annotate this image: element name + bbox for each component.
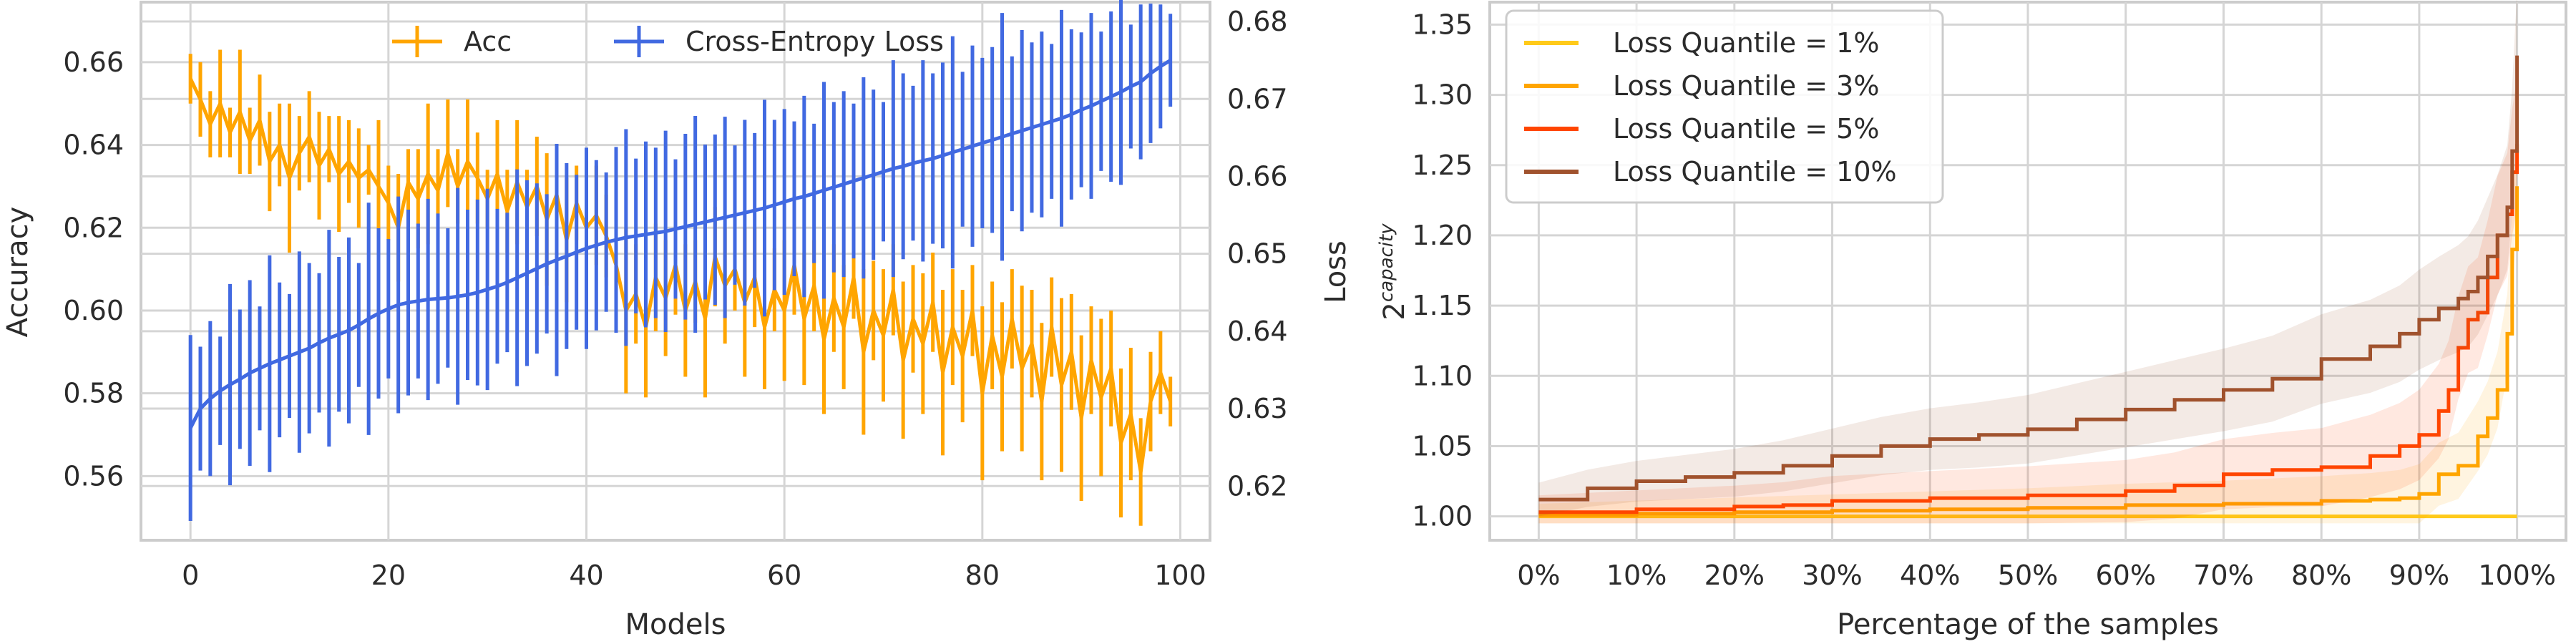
legend-frame [1505, 9, 1944, 204]
right-y-tick-label: 0.64 [1227, 316, 1288, 347]
series-loss [188, 0, 1173, 521]
left-y-tick-label: 0.56 [63, 460, 124, 492]
right-chart-y-tick-label: 1.15 [1412, 290, 1473, 321]
quantile-band [1538, 142, 2517, 524]
quantile-line [1538, 55, 2519, 502]
right-x-tick-label: 20% [1704, 560, 1765, 591]
right-x-tick-label: 10% [1606, 560, 1667, 591]
right-chart-y-tick-label: 1.05 [1412, 430, 1473, 462]
right-x-tick-label: 50% [1998, 560, 2058, 591]
left-y-tick-label: 0.64 [63, 130, 124, 161]
left-x-tick-label: 40 [569, 560, 603, 591]
legend-label: Cross-Entropy Loss [686, 26, 944, 57]
quantile-series-0 [1538, 514, 2517, 519]
right-chart-ylabel-sup: capacity [1376, 223, 1397, 302]
right-chart-y-tick-label: 1.35 [1412, 9, 1473, 40]
right-chart-y-tick-label: 1.20 [1412, 220, 1473, 251]
right-ticks: 0% 10% 20% 30% 40% 50% 60% 70% 80% 90% 100% 1.00 1.0… [1412, 9, 2556, 591]
left-y-tick-label: 0.66 [63, 47, 124, 78]
right-legend: Loss Quantile = 1% Loss Quantile = 3% Loss… [1505, 9, 1944, 204]
right-x-tick-label: 40% [1900, 560, 1960, 591]
right-chart-ylabel-base: 2 [1378, 302, 1411, 320]
loss-line [188, 59, 1172, 429]
right-chart-y-tick-label: 1.00 [1412, 501, 1473, 532]
legend-label: Loss Quantile = 5% [1613, 113, 1879, 145]
left-y-tick-label: 0.58 [63, 378, 124, 409]
right-chart-y-tick-label: 1.25 [1412, 150, 1473, 181]
legend-label: Loss Quantile = 3% [1613, 70, 1879, 102]
legend-item-quantile-3: Loss Quantile = 10% [1524, 156, 1897, 187]
left-x-tick-label: 60 [767, 560, 801, 591]
right-x-tick-label: 100% [2478, 560, 2556, 591]
right-chart: 0% 10% 20% 30% 40% 50% 60% 70% 80% 90% 100% 1.00 1.0… [1376, 0, 2567, 641]
legend-item-loss: Cross-Entropy Loss [614, 26, 944, 57]
quantile-series-3 [1538, 0, 2519, 517]
right-chart-y-tick-label: 1.30 [1412, 79, 1473, 111]
left-legend: Acc Cross-Entropy Loss [392, 26, 944, 57]
right-chart-y-tick-label: 1.10 [1412, 360, 1473, 391]
right-y-tick-label: 0.62 [1227, 470, 1288, 502]
left-x-tick-label: 100 [1154, 560, 1206, 591]
quantile-band [1538, 78, 2517, 524]
legend-label: Acc [464, 26, 512, 57]
right-y-tick-label: 0.63 [1227, 393, 1288, 424]
right-y-tick-label: 0.66 [1227, 160, 1288, 192]
left-ylabel: Accuracy [1, 207, 34, 338]
left-x-tick-label: 0 [182, 560, 199, 591]
left-xlabel: Models [625, 608, 726, 641]
right-x-tick-label: 30% [1802, 560, 1862, 591]
right-x-tick-label: 70% [2193, 560, 2253, 591]
right-ylabel: Loss [1319, 240, 1352, 303]
right-x-tick-label: 80% [2291, 560, 2351, 591]
right-y-tick-label: 0.65 [1227, 238, 1288, 270]
left-series-layer [188, 0, 1173, 526]
legend-item-acc: Acc [392, 26, 512, 57]
left-y-tick-label: 0.60 [63, 295, 124, 326]
right-x-tick-label: 90% [2389, 560, 2449, 591]
left-ticks: 0 20 40 60 80 100 0.56 0.58 0.60 0.62 0.64 0.66 0.62… [63, 6, 1287, 591]
right-x-tick-label: 60% [2095, 560, 2155, 591]
quantile-series-1 [1538, 142, 2519, 524]
left-y-tick-label: 0.62 [63, 212, 124, 243]
legend-label: Loss Quantile = 10% [1613, 156, 1897, 187]
right-chart-xlabel: Percentage of the samples [1837, 608, 2219, 641]
left-x-tick-label: 80 [965, 560, 1000, 591]
right-series-layer [1538, 0, 2519, 524]
legend-item-quantile-2: Loss Quantile = 5% [1524, 113, 1879, 145]
right-chart-ylabel: 2capacity [1376, 223, 1411, 321]
right-y-tick-label: 0.67 [1227, 83, 1288, 114]
quantile-line [1538, 186, 2519, 517]
left-x-tick-label: 20 [371, 560, 406, 591]
right-y-tick-label: 0.68 [1227, 6, 1288, 37]
legend-item-quantile-1: Loss Quantile = 3% [1524, 70, 1879, 102]
right-x-tick-label: 0% [1517, 560, 1560, 591]
legend-label: Loss Quantile = 1% [1613, 27, 1879, 59]
left-plot-spine [140, 1, 1211, 542]
legend-item-quantile-0: Loss Quantile = 1% [1524, 27, 1879, 59]
acc-line [188, 77, 1173, 474]
left-chart: 0 20 40 60 80 100 0.56 0.58 0.60 0.62 0.64 0.66 0.62… [1, 0, 1352, 641]
